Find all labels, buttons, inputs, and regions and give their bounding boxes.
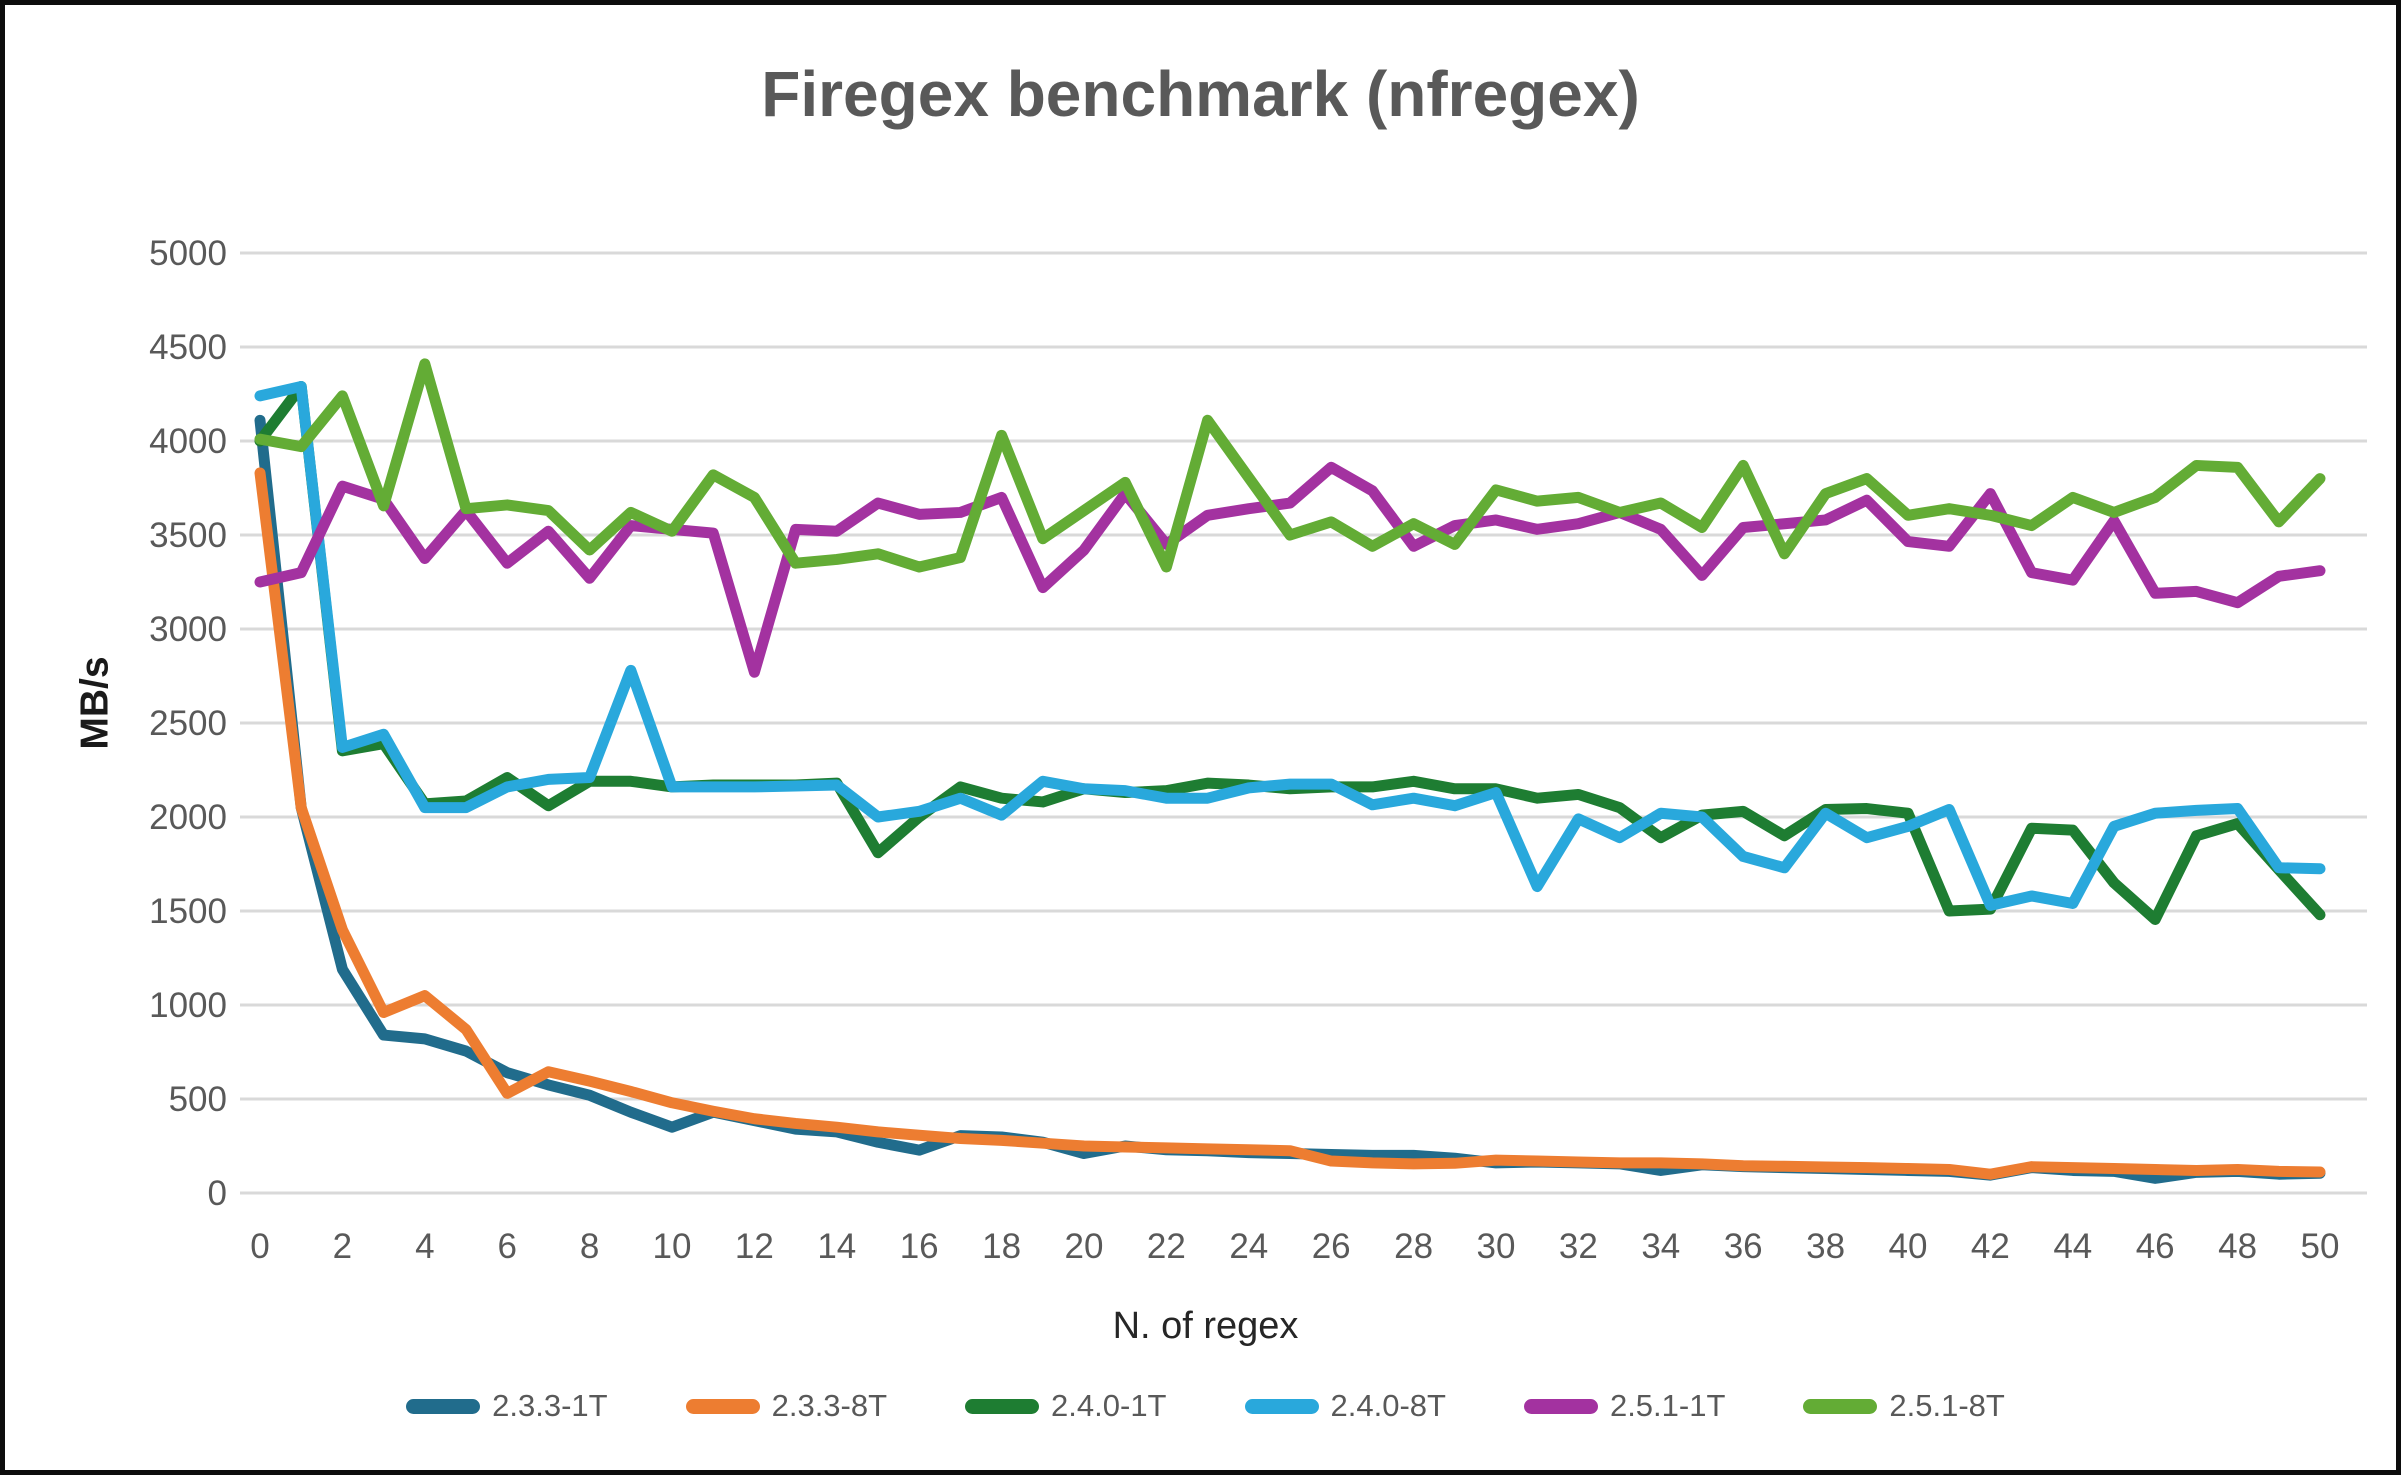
x-tick-30: 30 bbox=[1477, 1227, 1516, 1266]
x-tick-44: 44 bbox=[2053, 1227, 2092, 1266]
x-tick-16: 16 bbox=[900, 1227, 939, 1266]
x-tick-50: 50 bbox=[2301, 1227, 2340, 1266]
x-tick-2: 2 bbox=[333, 1227, 352, 1266]
legend-swatch-2518t bbox=[1803, 1398, 1878, 1414]
x-axis-tick-labels: 0 2 4 6 8 10 12 14 16 18 20 22 24 26 28 30 32 34 36 38 40 42 4… bbox=[250, 1227, 2339, 1266]
x-tick-12: 12 bbox=[735, 1227, 774, 1266]
y-axis-tick-labels: 0 500 1000 1500 2000 2500 3000 3500 4000 4500 5000 bbox=[149, 234, 227, 1213]
y-tick-1000: 1000 bbox=[149, 986, 227, 1025]
legend-item-2511t: 2.5.1-1T bbox=[1523, 1388, 1726, 1424]
y-tick-2000: 2000 bbox=[149, 798, 227, 837]
y-tick-0: 0 bbox=[208, 1174, 227, 1213]
gridlines bbox=[240, 251, 2367, 1195]
x-tick-0: 0 bbox=[250, 1227, 269, 1266]
legend-label-2331t: 2.3.3-1T bbox=[492, 1388, 608, 1423]
legend-label-2338t: 2.3.3-8T bbox=[771, 1388, 888, 1423]
x-tick-4: 4 bbox=[415, 1227, 434, 1266]
series-line-2.4.0-1T bbox=[254, 380, 2326, 925]
legend-item-2408t: 2.4.0-8T bbox=[1244, 1388, 1446, 1424]
legend-swatch-2511t bbox=[1523, 1398, 1598, 1414]
series-line-2.5.1-8T bbox=[254, 358, 2326, 573]
legend-swatch-2338t bbox=[685, 1398, 760, 1414]
series-line-2.4.0-8T bbox=[254, 380, 2326, 911]
y-tick-3000: 3000 bbox=[149, 610, 227, 649]
x-axis-title: N. of regex bbox=[1112, 1305, 1299, 1347]
y-axis-title: MB/s bbox=[73, 656, 117, 750]
legend-item-2331t: 2.3.3-1T bbox=[406, 1388, 608, 1424]
legend: 2.3.3-1T 2.3.3-8T 2.4.0-1T 2.4.0-8T 2.5.… bbox=[5, 1388, 2396, 1424]
x-tick-46: 46 bbox=[2136, 1227, 2175, 1266]
x-tick-48: 48 bbox=[2218, 1227, 2257, 1266]
x-tick-20: 20 bbox=[1065, 1227, 1104, 1266]
y-tick-4500: 4500 bbox=[149, 328, 227, 367]
data-series-lines bbox=[254, 358, 2326, 1184]
x-tick-36: 36 bbox=[1724, 1227, 1763, 1266]
x-tick-22: 22 bbox=[1147, 1227, 1186, 1266]
x-tick-40: 40 bbox=[1889, 1227, 1928, 1266]
x-tick-14: 14 bbox=[817, 1227, 856, 1266]
plot-area: 0500100015002000250030003500400045005000… bbox=[149, 234, 2367, 1266]
y-tick-4000: 4000 bbox=[149, 422, 227, 461]
x-tick-42: 42 bbox=[1971, 1227, 2010, 1266]
y-tick-5000: 5000 bbox=[149, 234, 227, 273]
x-tick-38: 38 bbox=[1806, 1227, 1845, 1266]
series-line-2.5.1-1T bbox=[254, 461, 2326, 678]
legend-item-2518t: 2.5.1-8T bbox=[1803, 1388, 2005, 1424]
y-tick-500: 500 bbox=[169, 1080, 227, 1119]
legend-swatch-2331t bbox=[406, 1398, 481, 1414]
y-tick-1500: 1500 bbox=[149, 892, 227, 931]
legend-label-2518t: 2.5.1-8T bbox=[1889, 1388, 2005, 1423]
legend-item-2338t: 2.3.3-8T bbox=[685, 1388, 888, 1424]
x-tick-18: 18 bbox=[982, 1227, 1021, 1266]
series-line-2.3.3-8T bbox=[254, 467, 2326, 1180]
x-tick-26: 26 bbox=[1312, 1227, 1351, 1266]
legend-label-2511t: 2.5.1-1T bbox=[1609, 1388, 1726, 1423]
chart-title: Firegex benchmark (nfregex) bbox=[761, 58, 1640, 130]
x-tick-28: 28 bbox=[1394, 1227, 1433, 1266]
x-tick-8: 8 bbox=[580, 1227, 599, 1266]
legend-label-2408t: 2.4.0-8T bbox=[1330, 1388, 1446, 1423]
x-tick-24: 24 bbox=[1229, 1227, 1268, 1266]
x-tick-10: 10 bbox=[653, 1227, 692, 1266]
legend-swatch-2408t bbox=[1244, 1398, 1319, 1414]
x-tick-32: 32 bbox=[1559, 1227, 1598, 1266]
legend-item-2401t: 2.4.0-1T bbox=[965, 1388, 1167, 1424]
legend-swatch-2401t bbox=[965, 1398, 1040, 1414]
x-tick-34: 34 bbox=[1641, 1227, 1680, 1266]
x-tick-6: 6 bbox=[497, 1227, 516, 1266]
y-tick-2500: 2500 bbox=[149, 704, 227, 743]
legend-label-2401t: 2.4.0-1T bbox=[1051, 1388, 1167, 1423]
y-tick-3500: 3500 bbox=[149, 516, 227, 555]
